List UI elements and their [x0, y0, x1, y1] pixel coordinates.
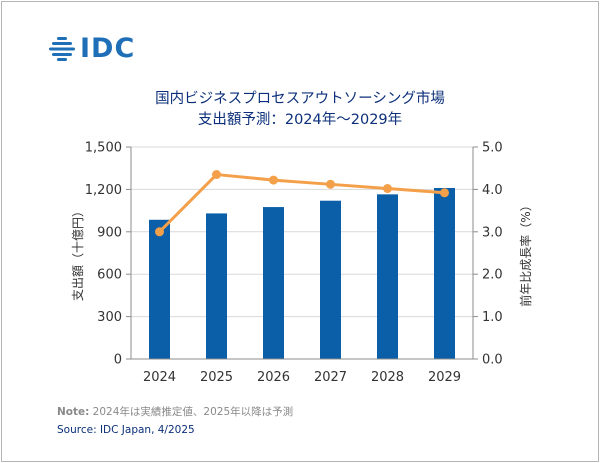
growth-point — [212, 170, 221, 180]
x-tick-label: 2027 — [314, 370, 347, 385]
growth-point — [269, 175, 278, 185]
bar-series — [149, 187, 455, 359]
bar — [263, 207, 284, 359]
bar — [434, 187, 455, 359]
idc-logo: IDC — [48, 33, 136, 64]
growth-line-series — [155, 170, 449, 237]
x-tick-label: 2029 — [428, 370, 461, 385]
x-tick-label: 2025 — [200, 370, 233, 385]
bar — [206, 213, 227, 359]
y2-tick-label: 3.0 — [482, 225, 503, 240]
note-text: 2024年は実績推定値、2025年以降は予測 — [89, 406, 294, 418]
y2-axis-label: 前年比成長率（%） — [518, 199, 533, 306]
x-tick-label: 2026 — [257, 370, 290, 385]
chart-source: Source: IDC Japan, 4/2025 — [57, 424, 195, 436]
axes — [126, 146, 478, 360]
y-tick-label: 900 — [97, 225, 122, 240]
chart-note: Note: 2024年は実績推定値、2025年以降は予測 — [57, 404, 293, 419]
y2-tick-label: 5.0 — [482, 141, 503, 156]
y-tick-label: 0 — [114, 353, 122, 368]
growth-point — [326, 179, 335, 189]
y-tick-label: 1,500 — [85, 141, 122, 156]
bar — [320, 200, 341, 359]
bar — [377, 194, 398, 359]
growth-point — [440, 188, 449, 198]
tick-labels: 0 300 600 900 1,200 1,500 0.0 1.0 2.0 3.0 4.0 5.0 20… — [85, 141, 503, 386]
growth-point — [155, 227, 164, 237]
chart-title-line1: 国内ビジネスプロセスアウトソーシング市場 — [155, 91, 445, 107]
globe-icon — [49, 37, 75, 61]
y-tick-label: 1,200 — [85, 183, 122, 198]
x-tick-label: 2028 — [371, 370, 404, 385]
y-axis-label: 支出額（十億円） — [71, 205, 85, 301]
chart-title-line2: 支出額予測：2024年～2029年 — [197, 112, 403, 128]
bar — [149, 219, 170, 359]
grid-lines — [131, 146, 473, 318]
note-label: Note: — [57, 406, 90, 418]
y2-tick-label: 0.0 — [482, 353, 503, 368]
y-tick-label: 300 — [97, 310, 122, 325]
y-tick-label: 600 — [97, 268, 122, 283]
growth-line — [158, 173, 445, 233]
logo-text: IDC — [80, 33, 136, 64]
y2-tick-label: 2.0 — [482, 268, 503, 283]
x-tick-label: 2024 — [143, 370, 176, 385]
y2-tick-label: 1.0 — [482, 310, 503, 325]
growth-point — [383, 184, 392, 194]
y2-tick-label: 4.0 — [482, 183, 503, 198]
